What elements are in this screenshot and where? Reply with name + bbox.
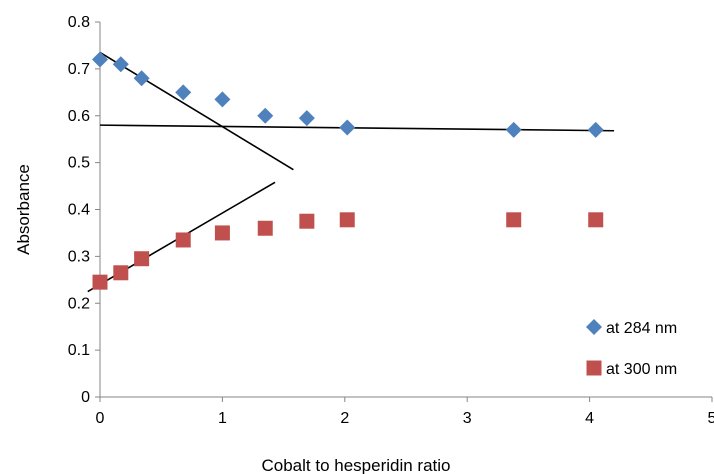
data-point-284nm <box>587 121 604 138</box>
data-point-284nm <box>298 110 315 127</box>
data-point-284nm <box>133 70 150 87</box>
y-tick-label: 0.8 <box>68 14 90 31</box>
y-tick-label: 0.6 <box>68 108 90 125</box>
data-point-284nm <box>505 121 522 138</box>
data-point-284nm <box>175 84 192 101</box>
y-tick-label: 0.7 <box>68 61 90 78</box>
data-point-300nm <box>113 265 129 281</box>
legend-marker <box>586 360 602 376</box>
data-point-300nm <box>214 225 230 241</box>
data-point-300nm <box>588 212 604 228</box>
legend: at 284 nm at 300 nm <box>586 319 677 378</box>
data-point-284nm <box>214 91 231 108</box>
data-point-300nm <box>92 274 108 290</box>
x-tick-label: 5 <box>708 410 714 427</box>
legend-label: at 284 nm <box>606 320 677 337</box>
data-point-300nm <box>257 220 273 236</box>
legend-marker <box>586 319 602 335</box>
data-point-300nm <box>299 213 315 229</box>
x-axis-title: Cobalt to hesperidin ratio <box>261 456 450 474</box>
trend-line <box>99 124 615 132</box>
data-point-284nm <box>257 107 274 124</box>
y-tick-label: 0.4 <box>68 202 90 219</box>
data-point-284nm <box>339 119 356 136</box>
x-tick-label: 3 <box>463 410 472 427</box>
data-points <box>92 51 604 290</box>
data-point-300nm <box>506 212 522 228</box>
x-tick-label: 0 <box>96 410 105 427</box>
y-tick-label: 0 <box>81 389 90 406</box>
y-tick-label: 0.5 <box>68 155 90 172</box>
trend-lines <box>87 51 615 293</box>
y-tick-label: 0.2 <box>68 295 90 312</box>
data-point-300nm <box>339 212 355 228</box>
tick-labels: 0 0.1 0.2 0.3 0.4 0.5 0.6 0.7 0.8 0 1 2 3 4 5 <box>68 14 714 427</box>
axes <box>95 21 713 402</box>
x-tick-label: 4 <box>585 410 594 427</box>
data-point-300nm <box>175 232 191 248</box>
y-tick-label: 0.3 <box>68 248 90 265</box>
data-point-284nm <box>92 51 108 68</box>
y-axis-title: Absorbance <box>14 164 33 255</box>
data-point-300nm <box>134 251 150 267</box>
legend-label: at 300 nm <box>606 361 677 378</box>
x-tick-label: 1 <box>218 410 227 427</box>
x-tick-label: 2 <box>340 410 349 427</box>
trend-line <box>99 51 294 171</box>
y-tick-label: 0.1 <box>68 342 90 359</box>
data-point-284nm <box>112 56 129 73</box>
